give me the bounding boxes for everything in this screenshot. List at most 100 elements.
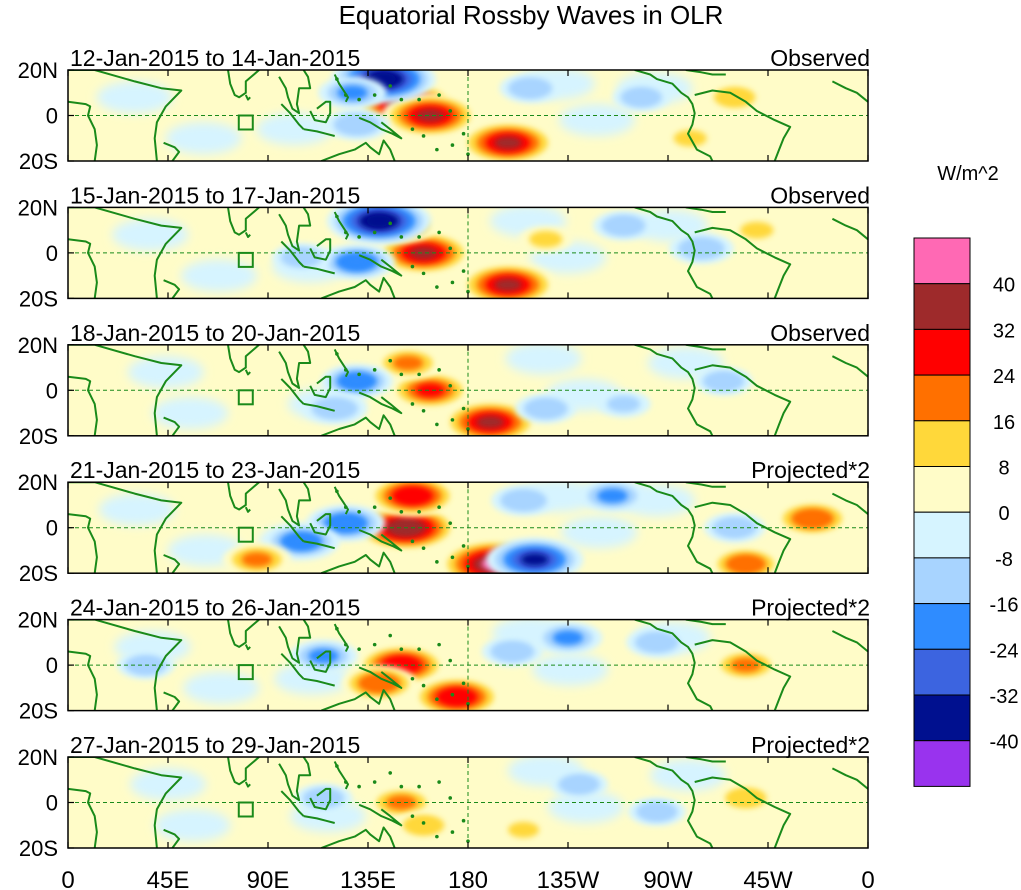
x-tick-label: 180 [448,867,488,890]
coastline [685,619,726,626]
island [437,505,441,510]
island [450,692,455,697]
panel-period-label: 21-Jan-2015 to 23-Jan-2015 [70,457,360,483]
island [372,505,377,510]
coastline [309,787,332,811]
colorbar-label: 24 [993,366,1015,388]
coastline [227,344,260,374]
coastline [303,402,335,412]
panel-4: 20N 0 20S 21-Jan-2015 to 23-Jan-2015 Project… [18,457,870,586]
island [461,131,466,136]
anomaly-contour [730,657,761,673]
island [435,848,439,852]
anomaly-contour [392,355,424,371]
anomaly-contour [498,644,527,659]
coastline [163,416,181,436]
y-tick-label: 20N [18,58,58,83]
island [417,372,421,377]
coastline [278,619,312,664]
anomaly-contour [529,230,563,248]
coastline [68,650,98,711]
coastline [320,826,396,848]
island [343,505,348,510]
colorbar-label: 0 [998,503,1009,525]
island [421,546,426,550]
anomaly-field [112,207,784,299]
coastline [227,207,260,236]
coastline [309,238,332,261]
coastlines [68,757,868,852]
island [410,402,415,406]
colorbar-label: 40 [993,275,1015,297]
colorbar-label: -24 [990,640,1019,662]
coastline [278,344,312,389]
y-tick-label: 20N [18,195,58,220]
y-tick-label: 20S [19,286,58,311]
y-tick-label: 20S [19,149,58,174]
coastline [358,254,403,277]
weak-negative-area [561,516,638,549]
colorbar-swatch [913,557,971,605]
panel-kind-label: Projected*2 [751,595,870,621]
coastline [227,70,260,99]
anomaly-field [114,619,780,711]
coastline [68,100,98,161]
island [399,372,404,377]
coastline [309,513,332,536]
anomaly-contour [366,215,392,227]
anomaly-contour [516,81,544,95]
coastline [320,139,396,161]
colorbar-swatch [913,648,971,696]
panel-period-label: 15-Jan-2015 to 17-Jan-2015 [70,182,360,208]
panel-kind-label: Projected*2 [751,732,870,758]
anomaly-contour [288,251,315,264]
colorbar-swatch [913,603,971,650]
island [410,264,415,269]
coastline [68,207,183,299]
colorbar-label: 32 [993,320,1015,342]
island [435,285,439,289]
anomaly-contour [288,535,315,548]
anomaly-field [130,757,775,843]
coastline [68,619,183,711]
weak-negative-area [183,671,260,704]
island [343,368,348,372]
coastline [278,757,312,802]
anomaly-contour [399,489,426,502]
island [421,408,426,413]
island [357,647,361,651]
island [399,509,404,514]
anomaly-contour [410,818,437,832]
island [399,784,404,789]
island [335,77,339,81]
island [417,97,421,102]
x-tick-label: 90W [643,867,693,890]
coastline [685,70,726,76]
coastline [303,677,335,687]
island [435,147,439,152]
island [357,372,361,377]
coastlines [68,344,868,436]
coastline [831,767,868,790]
island [421,683,426,688]
weak-negative-area [650,759,726,792]
y-tick-label: 20S [19,424,58,449]
anomaly-contour [628,90,655,104]
panel-2: 20N 0 20S 15-Jan-2015 to 17-Jan-2015 Observe… [18,182,870,311]
coastline [309,650,332,673]
coastline [685,344,726,351]
island [335,764,339,768]
coastline [634,70,714,161]
coastline [831,630,868,653]
anomaly-contour [308,648,339,664]
coastline [358,116,403,140]
coastline [694,89,792,161]
chart-title: Equatorial Rossby Waves in OLR [339,0,724,30]
island [435,711,439,715]
panel-period-label: 24-Jan-2015 to 26-Jan-2015 [70,595,360,621]
weak-negative-area [127,356,204,389]
y-tick-label: 20N [18,470,58,495]
island [388,633,393,638]
y-tick-label: 0 [46,653,58,678]
